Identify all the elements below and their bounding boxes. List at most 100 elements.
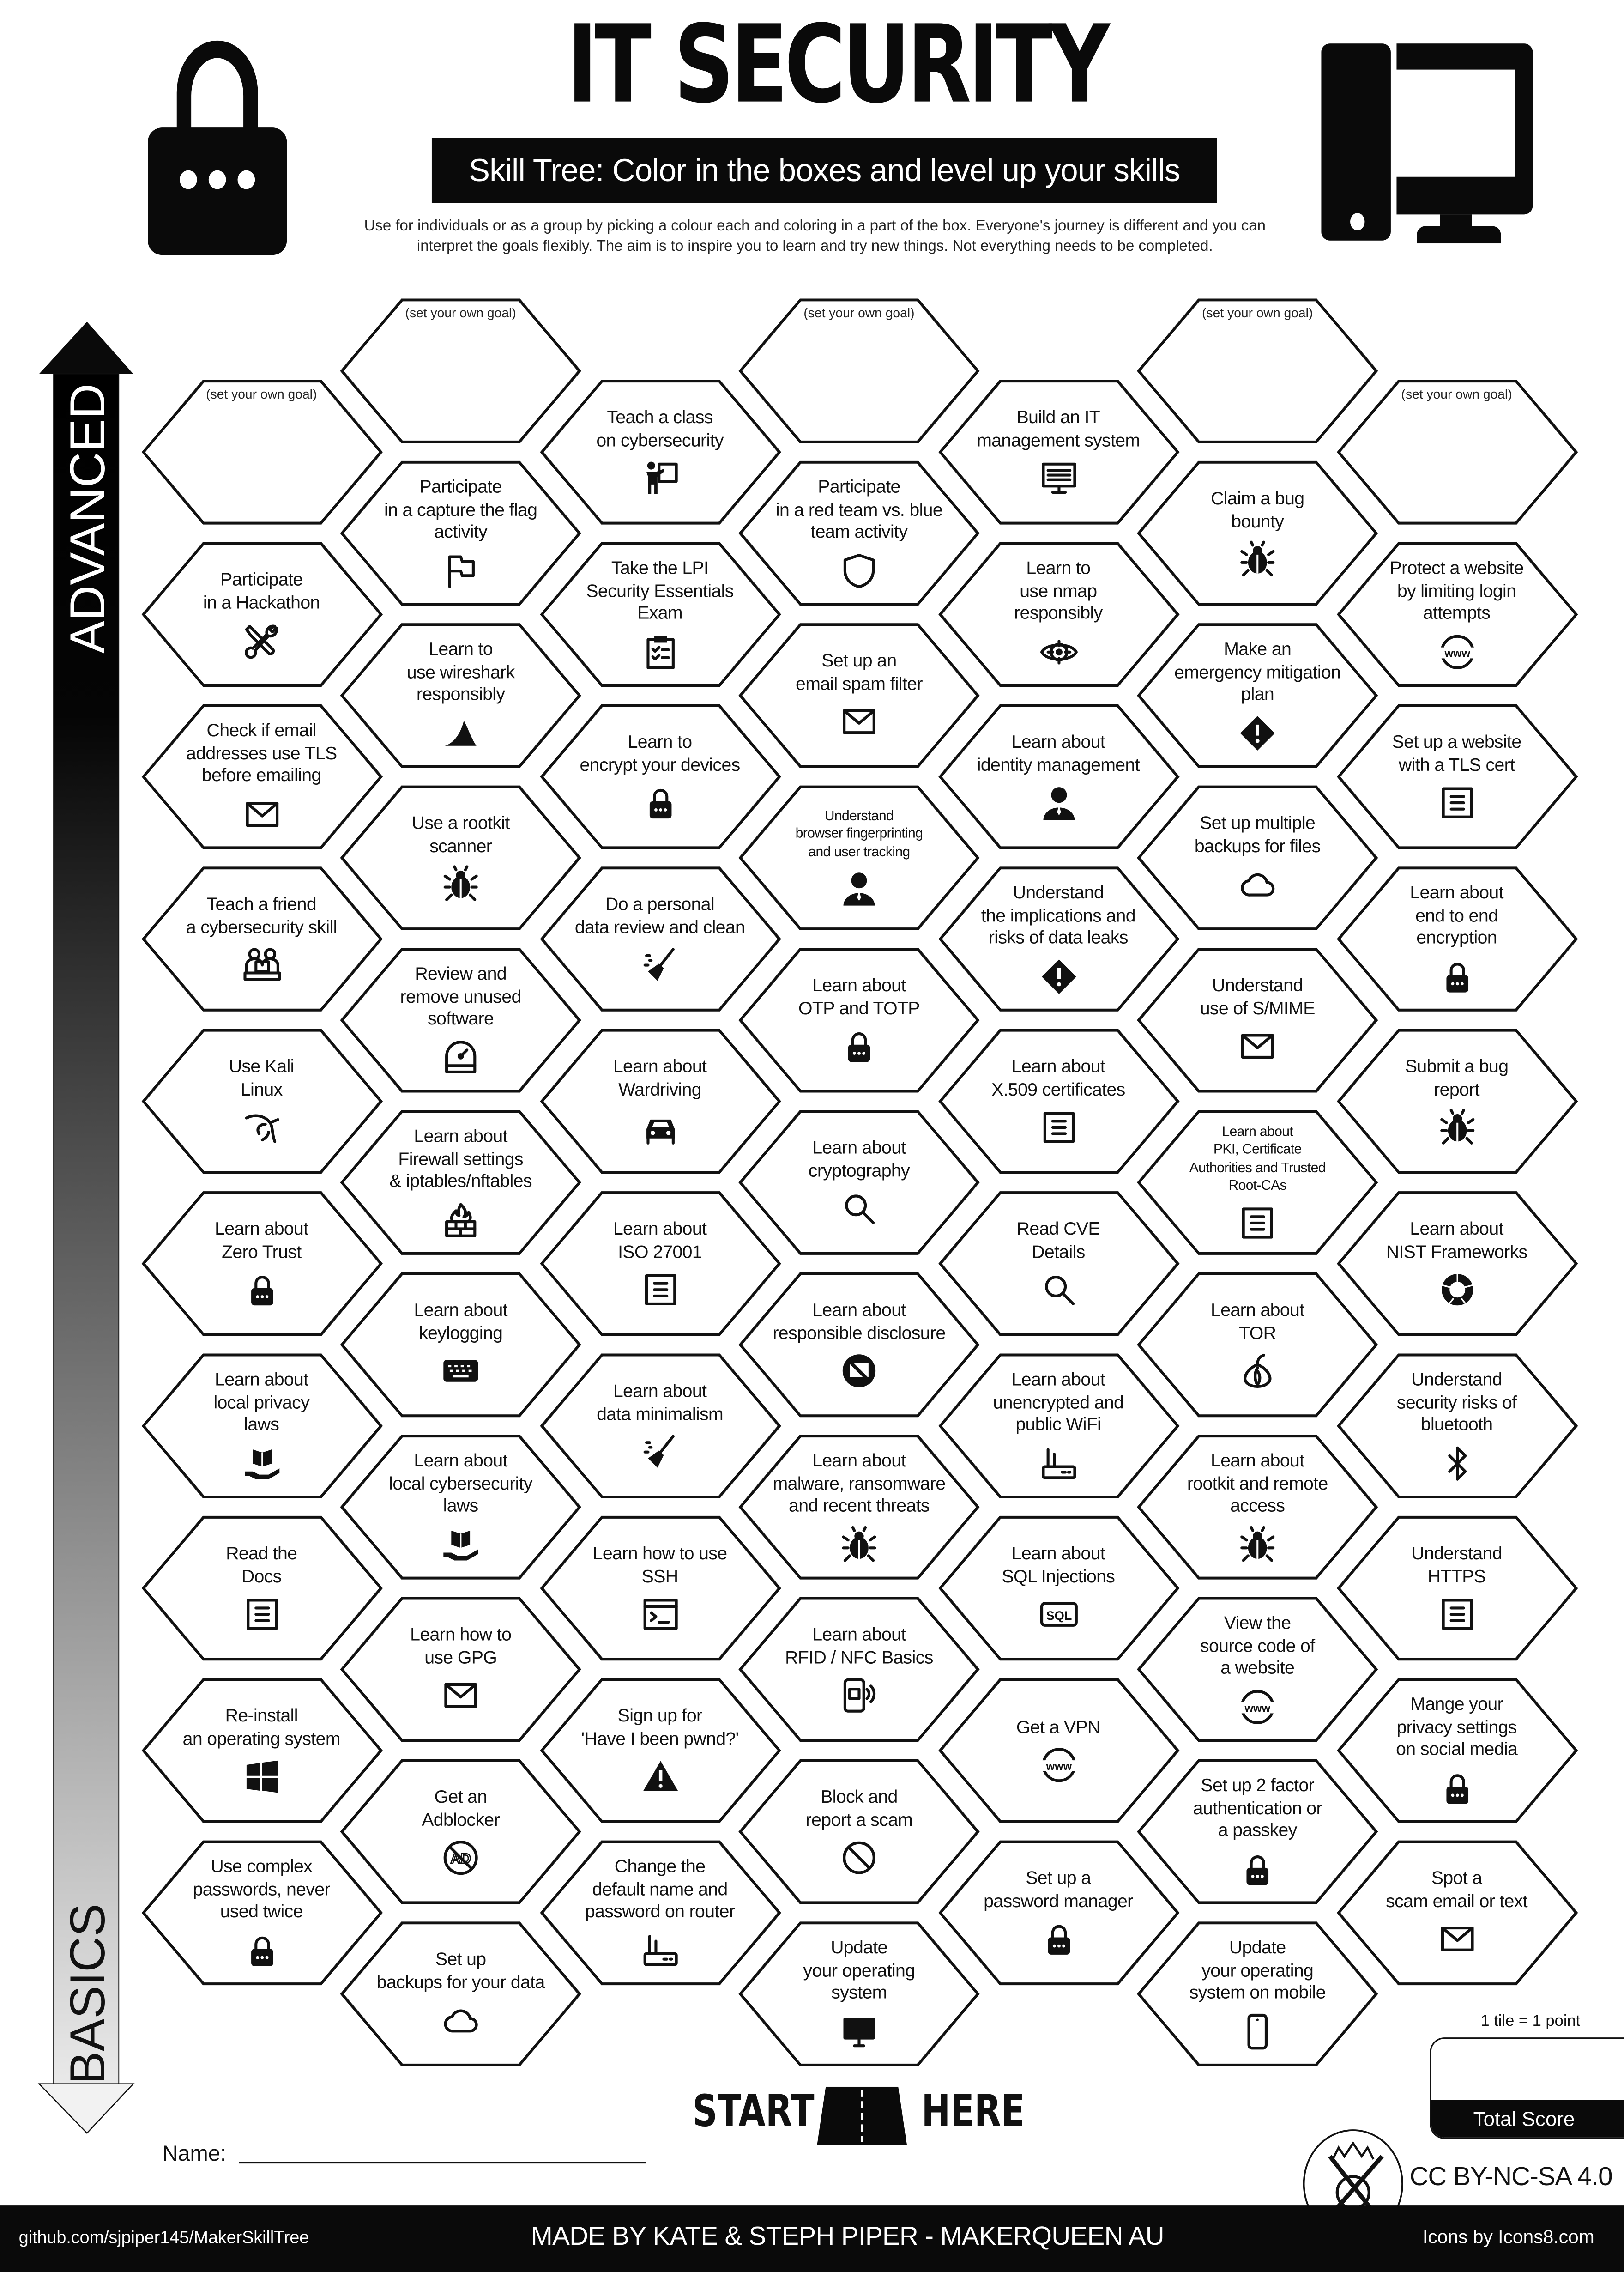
skill-tile[interactable]: Understand HTTPS — [1336, 1515, 1577, 1661]
skill-tile[interactable]: Learn to use nmap responsibly — [937, 542, 1179, 687]
custom-goal-tile[interactable]: (set your own goal) — [141, 380, 382, 525]
hexagon-outline — [738, 623, 980, 768]
skill-tile[interactable]: Get a VPN www — [937, 1678, 1179, 1823]
skill-tile[interactable]: Sign up for 'Have I been pwnd?' — [539, 1678, 781, 1823]
skill-tile[interactable]: Set up a website with a TLS cert — [1336, 704, 1577, 849]
skill-tile[interactable]: Set up 2 factor authentication or a pass… — [1137, 1759, 1378, 1904]
skill-label: Read CVE Details — [1016, 1218, 1100, 1262]
skill-tile[interactable]: Learn about Zero Trust — [141, 1191, 382, 1336]
svg-text:www: www — [1244, 1702, 1271, 1715]
skill-tile[interactable]: Learn how to use GPG — [340, 1597, 581, 1742]
skill-tile[interactable]: Learn about local privacy laws — [141, 1353, 382, 1498]
skill-tile[interactable]: Read CVE Details — [937, 1191, 1179, 1336]
skill-tile[interactable]: Learn about NIST Frameworks — [1336, 1191, 1577, 1336]
skill-tile[interactable]: Mange your privacy settings on social me… — [1336, 1678, 1577, 1823]
skill-tile[interactable]: Set up a password manager — [937, 1840, 1179, 1986]
skill-tile[interactable]: Use complex passwords, never used twice — [141, 1840, 382, 1986]
skill-tile[interactable]: Learn about unencrypted and public WiFi — [937, 1353, 1179, 1498]
skill-label: Teach a class on cybersecurity — [596, 407, 724, 450]
skill-tile[interactable]: Update your operating system — [738, 1921, 980, 2066]
skill-tile[interactable]: Set up an email spam filter — [738, 623, 980, 768]
skill-tile[interactable]: Read the Docs — [141, 1515, 382, 1661]
skill-tile[interactable]: Learn about malware, ransomware and rece… — [738, 1435, 980, 1580]
skill-tile[interactable]: Submit a bug report — [1336, 1029, 1577, 1174]
custom-goal-tile[interactable]: (set your own goal) — [1137, 298, 1378, 443]
no-sign-icon — [843, 1841, 875, 1874]
custom-goal-tile[interactable]: (set your own goal) — [340, 298, 581, 443]
skill-tile[interactable]: Review and remove unused software — [340, 948, 581, 1093]
total-score-box[interactable]: Total Score — [1430, 2037, 1624, 2139]
skill-tile[interactable]: Understand browser fingerprinting and us… — [738, 785, 980, 931]
skill-tile[interactable]: Understand use of S/MIME — [1137, 948, 1378, 1093]
skill-tile[interactable]: Re-install an operating system — [141, 1678, 382, 1823]
skill-tile[interactable]: Understand security risks of bluetooth — [1336, 1353, 1577, 1498]
skill-tile[interactable]: Check if email addresses use TLS before … — [141, 704, 382, 849]
skill-tile[interactable]: Get an Adblocker AD — [340, 1759, 581, 1904]
skill-tile[interactable]: Participate in a red team vs. blue team … — [738, 460, 980, 606]
skill-tile[interactable]: Learn about RFID / NFC Basics — [738, 1597, 980, 1742]
skill-tile[interactable]: Understand the implications and risks of… — [937, 866, 1179, 1012]
skill-tile[interactable]: Set up multiple backups for files — [1137, 785, 1378, 931]
level-arrow — [37, 321, 135, 2134]
hexagon-outline — [141, 542, 382, 687]
custom-goal-label: (set your own goal) — [1401, 387, 1512, 402]
name-field[interactable] — [239, 2162, 646, 2164]
skill-tile[interactable]: Build an IT management system — [937, 380, 1179, 525]
skill-tile[interactable]: Use Kali Linux — [141, 1029, 382, 1174]
skill-tile[interactable]: Learn about identity management — [937, 704, 1179, 849]
skill-tile[interactable]: Do a personal data review and clean — [539, 866, 781, 1012]
skill-tile[interactable]: Teach a class on cybersecurity — [539, 380, 781, 525]
hexagon-outline — [738, 1435, 980, 1580]
hexagon-outline — [1137, 1435, 1378, 1580]
skill-tile[interactable]: Protect a website by limiting login atte… — [1336, 542, 1577, 687]
skill-tile[interactable]: Learn about responsible disclosure — [738, 1272, 980, 1418]
skill-tile[interactable]: Teach a friend a cybersecurity skill — [141, 866, 382, 1012]
www-icon: www — [1439, 634, 1474, 669]
magnifier-icon — [1044, 1276, 1074, 1305]
skill-tile[interactable]: Learn about ISO 27001 — [539, 1191, 781, 1336]
terminal-icon — [643, 1599, 677, 1630]
disk-icon — [445, 1040, 477, 1073]
donut-icon — [1441, 1272, 1473, 1306]
hexagon-outline — [141, 704, 382, 849]
skill-tile[interactable]: Learn about rootkit and remote access — [1137, 1435, 1378, 1580]
repo-link[interactable]: github.com/sjpiper145/MakerSkillTree — [18, 2227, 309, 2248]
skill-tile[interactable]: Learn about Wardriving — [539, 1029, 781, 1174]
hexagon-outline — [738, 1272, 980, 1418]
skill-tile[interactable]: Block and report a scam — [738, 1759, 980, 1904]
hexagon-outline — [1137, 948, 1378, 1093]
skill-tile[interactable]: Participate in a Hackathon — [141, 542, 382, 687]
custom-goal-tile[interactable]: (set your own goal) — [738, 298, 980, 443]
skill-tile[interactable]: Learn about PKI, Certificate Authorities… — [1137, 1110, 1378, 1255]
skill-label: Update your operating system — [803, 1938, 915, 2003]
description-line-1: Use for individuals or as a group by pic… — [364, 217, 1266, 235]
description-line-2: interpret the goals flexibly. The aim is… — [417, 237, 1213, 255]
skill-tile[interactable]: Learn about X.509 certificates — [937, 1029, 1179, 1174]
skill-tile[interactable]: Spot a scam email or text — [1336, 1840, 1577, 1986]
skill-tile[interactable]: Learn to use wireshark responsibly — [340, 623, 581, 768]
skill-tile[interactable]: Learn about data minimalism — [539, 1353, 781, 1498]
skill-tile[interactable]: Learn about Firewall settings & iptables… — [340, 1110, 581, 1255]
skill-label: Block and report a scam — [805, 1787, 913, 1830]
skill-tile[interactable]: Learn about SQL Injections SQL — [937, 1515, 1179, 1661]
hexagon-outline — [141, 1515, 382, 1661]
skill-tile[interactable]: Set up backups for your data — [340, 1921, 581, 2066]
skill-tile[interactable]: Use a rootkit scanner — [340, 785, 581, 931]
skill-tile[interactable]: Learn about TOR — [1137, 1272, 1378, 1418]
skill-tile[interactable]: Learn to encrypt your devices — [539, 704, 781, 849]
skill-tile[interactable]: Learn about end to end encryption — [1336, 866, 1577, 1012]
skill-tile[interactable]: Claim a bug bounty — [1137, 460, 1378, 606]
skill-tile[interactable]: Learn about keylogging — [340, 1272, 581, 1418]
skill-tile[interactable]: View the source code of a website www — [1137, 1597, 1378, 1742]
skill-tile[interactable]: Learn about cryptography — [738, 1110, 980, 1255]
skill-tile[interactable]: Update your operating system on mobile — [1137, 1921, 1378, 2066]
skill-tile[interactable]: Learn about local cybersecurity laws — [340, 1435, 581, 1580]
skill-tile[interactable]: Learn about OTP and TOTP — [738, 948, 980, 1093]
custom-goal-tile[interactable]: (set your own goal) — [1336, 380, 1577, 525]
skill-tile[interactable]: Take the LPI Security Essentials Exam — [539, 542, 781, 687]
skill-tile[interactable]: Change the default name and password on … — [539, 1840, 781, 1986]
skill-tile[interactable]: Participate in a capture the flag activi… — [340, 460, 581, 606]
hexagon-outline — [539, 1515, 781, 1661]
skill-tile[interactable]: Make an emergency mitigation plan — [1137, 623, 1378, 768]
skill-tile[interactable]: Learn how to use SSH — [539, 1515, 781, 1661]
